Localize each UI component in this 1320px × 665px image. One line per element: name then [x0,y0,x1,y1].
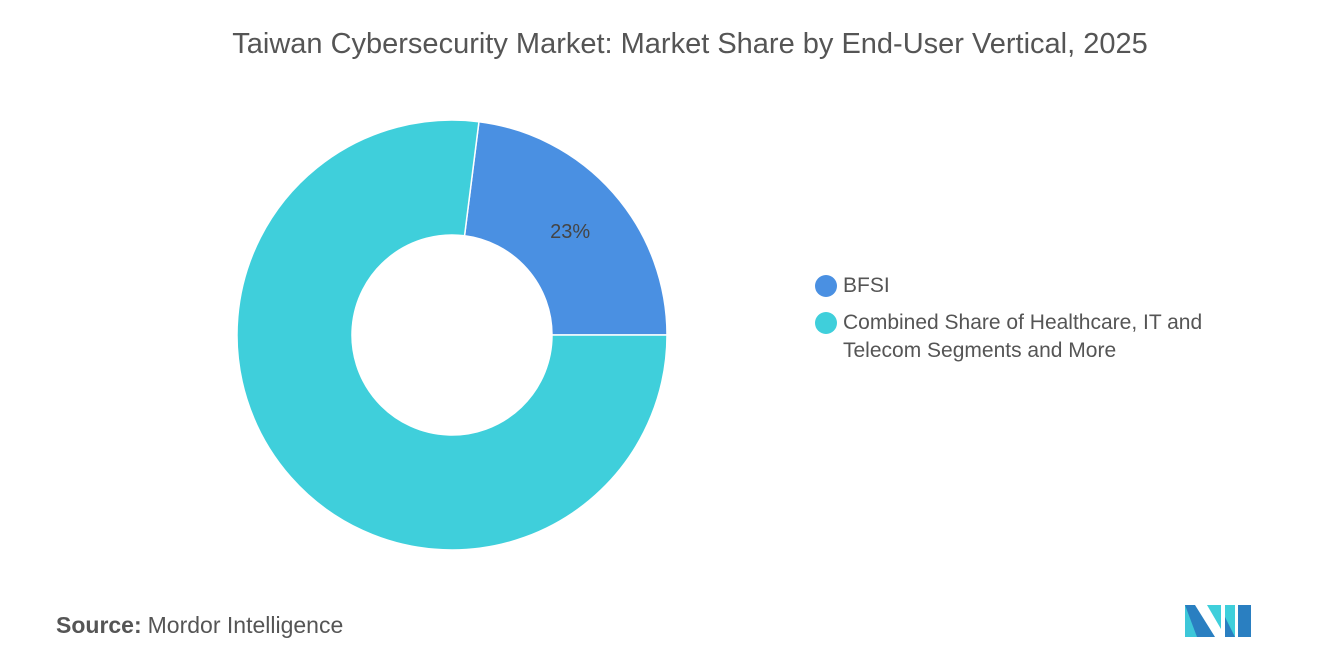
legend-item-combined: Combined Share of Healthcare, IT and Tel… [815,309,1255,365]
slice-0 [463,120,668,336]
slice-1 [236,119,668,551]
mordor-intelligence-logo [1185,605,1251,637]
legend-swatch [815,312,837,334]
legend-swatch [815,275,837,297]
legend-label: Combined Share of Healthcare, IT and Tel… [843,311,1203,362]
legend-label: BFSI [843,274,890,297]
legend: BFSI Combined Share of Healthcare, IT an… [815,272,1255,374]
chart-title: Taiwan Cybersecurity Market: Market Shar… [232,28,1148,60]
data-label: 23% [550,221,590,243]
source-label: Source: [56,612,142,638]
source-note: Source: Mordor Intelligence [56,612,343,639]
legend-item-bfsi: BFSI [815,272,1255,300]
source-value: Mordor Intelligence [147,612,344,638]
